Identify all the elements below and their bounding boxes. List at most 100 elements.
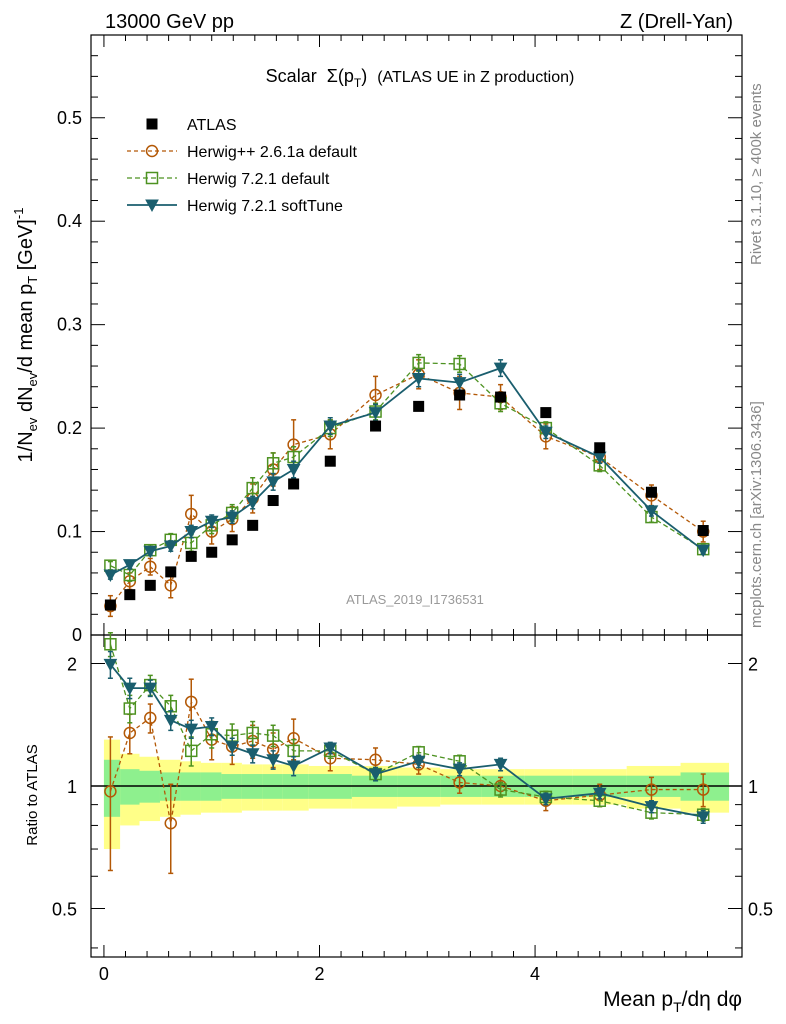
ratio-point [123,702,137,715]
y-tick-label: 0.2 [57,418,82,438]
legend-entry: Herwig++ 2.6.1a default [127,144,357,161]
y-tick-label-zero: 0 [72,625,82,645]
ratio-point [452,763,467,777]
ratio-point [103,658,118,672]
data-point [412,356,425,370]
ratio-y-tick-label-right: 0.5 [748,899,773,919]
chart-title-sub: T [354,76,362,90]
series-atlas [104,389,709,611]
series-line [110,362,704,576]
ratio-point [204,721,219,734]
chart-title: Scalar Σ(pT) (ATLAS UE in Z production) [266,66,575,90]
ylabel-a: 1/N [15,431,37,462]
data-point [288,478,300,490]
ratio-y-tick-label: 0.5 [52,899,77,919]
series-line [109,367,704,576]
data-point [697,525,709,537]
data-point [185,550,197,562]
xlabel-main: Mean p [603,988,673,1011]
chart-title-rest: (ATLAS UE in Z production) [377,69,574,86]
ratio-point [266,729,280,742]
data-point [645,486,657,498]
data-point [323,420,338,434]
ylabel-ev2: ev [25,372,40,386]
ylabel-sup: -1 [11,208,26,220]
chart-title-sigma: Σ(p [327,66,354,86]
ylabel-b: dN [15,386,37,417]
band-inner-1 [120,769,140,805]
y-tick-label: 0.3 [57,315,82,335]
x-tick-label: 0 [99,964,109,984]
ylabel-d: [GeV] [15,219,37,276]
ratio-point [644,801,659,814]
data-point [104,599,116,611]
data-point [453,357,466,371]
data-point [266,457,280,470]
data-point [206,546,218,558]
ratio-point [592,787,607,801]
y-tick-label: 0.1 [57,522,82,542]
ratio-point [246,726,259,740]
ratio-point [164,816,178,830]
ratio-point [696,783,710,796]
main-panel: 0.1 0.2 0.3 0.4 0.5 0 [57,34,743,645]
data-point [368,407,383,420]
legend-label: Herwig 7.2.1 softTune [187,198,343,215]
data-point [246,481,259,495]
data-point [165,566,177,578]
ratio-point [163,714,178,728]
legend: ATLAS Herwig++ 2.6.1a default Herwig 7.2.1… [127,117,357,215]
ratio-point [143,682,158,696]
data-point [493,362,508,376]
x-tick-label: 4 [530,964,540,984]
ratio-point [368,768,383,782]
ratio-point [123,726,137,740]
ratio-point [266,754,280,767]
data-point [538,426,553,440]
data-point [164,579,178,592]
data-point [411,372,426,386]
x-tick-label: 2 [314,964,324,984]
ratio-y-tick-label: 2 [67,655,77,675]
legend-label: Herwig 7.2.1 default [187,171,330,188]
data-point [226,534,238,546]
data-point [245,497,260,510]
y-axis-label: 1/Nev dNev/d mean pT [GeV]-1 [11,208,40,463]
data-point [124,589,136,601]
data-point [184,526,199,539]
data-point [267,495,279,507]
ratio-point [411,755,426,769]
data-point [413,400,425,412]
ratio-y-tick-label-right: 2 [748,655,758,675]
data-point [594,442,606,454]
legend-label: ATLAS [187,117,237,134]
ratio-y-tick-label: 1 [67,777,77,797]
data-point [122,559,137,572]
ratio-point [645,783,658,796]
ratio-point [184,695,198,709]
ratio-point [225,741,240,754]
ratio-point [696,811,711,824]
data-point [143,545,158,559]
ratio-point [104,638,117,651]
series-herwig-7-2-1-softtune [103,359,711,583]
header-left: 13000 GeV pp [105,11,234,33]
ratio-point [144,711,157,725]
ratio-y-axis-label: Ratio to ATLAS [24,744,41,845]
data-point [247,519,259,531]
data-point [184,507,198,521]
x-axis-label: Mean pT/dη dφ [603,988,742,1015]
ylabel-c: /d mean p [15,284,37,373]
ratio-point [323,742,338,756]
ratio-point [493,758,508,772]
legend-marker [145,199,159,213]
ratio-point [286,760,301,774]
data-point [696,544,711,558]
series-herwig-2-6-1a-default [104,359,710,618]
ratio-point [184,744,198,758]
legend-entry: Herwig 7.2.1 default [127,171,330,188]
rivet-label: Rivet 3.1.10, ≥ 400k events [748,83,765,265]
legend-marker [145,171,159,185]
data-point [225,511,240,525]
